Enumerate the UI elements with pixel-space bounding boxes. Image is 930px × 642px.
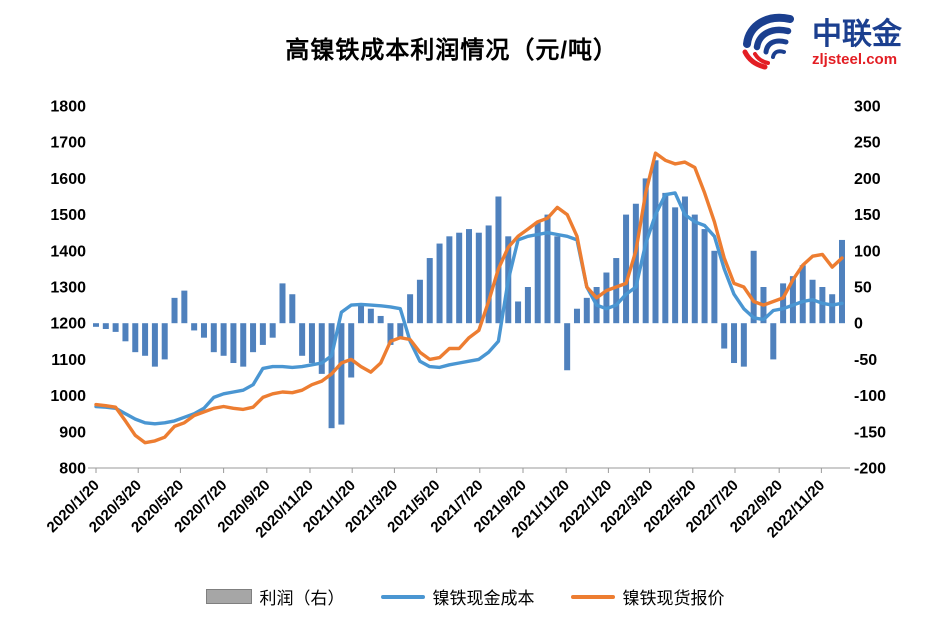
chart-legend: 利润（右） 镍铁现金成本 镍铁现货报价 [0, 584, 930, 609]
svg-text:900: 900 [59, 424, 86, 441]
legend-label-spot-price: 镍铁现货报价 [622, 589, 725, 608]
legend-label-cash-cost: 镍铁现金成本 [432, 589, 535, 608]
svg-text:0: 0 [854, 316, 863, 333]
svg-text:1000: 1000 [50, 388, 86, 405]
legend-item-cash-cost: 镍铁现金成本 [380, 584, 535, 609]
logo-name: 中联金 [812, 17, 902, 51]
svg-text:1800: 1800 [50, 99, 86, 116]
svg-text:50: 50 [854, 280, 872, 297]
svg-text:250: 250 [854, 135, 881, 152]
svg-text:1500: 1500 [50, 207, 86, 224]
cash-cost-line-swatch-icon [380, 594, 425, 599]
chart-header: 高镍铁成本利润情况（元/吨） 中联金 zljsteel.com [0, 0, 930, 92]
legend-item-profit: 利润（右） [205, 584, 345, 609]
svg-text:200: 200 [854, 171, 881, 188]
logo-url: zljsteel.com [812, 51, 898, 69]
svg-text:1300: 1300 [50, 280, 86, 297]
svg-text:-50: -50 [854, 352, 877, 369]
svg-text:-150: -150 [854, 424, 886, 441]
logo-swirl-icon [738, 12, 804, 75]
svg-text:800: 800 [59, 461, 86, 478]
legend-label-profit: 利润（右） [259, 589, 345, 608]
svg-text:1700: 1700 [50, 135, 86, 152]
brand-logo: 中联金 zljsteel.com [738, 12, 902, 75]
chart-area: 800 900 1000 1100 1200 1300 1400 1500 1600 1700 18… [0, 92, 930, 580]
svg-text:-200: -200 [854, 461, 886, 478]
svg-text:100: 100 [854, 243, 881, 260]
profit-bar-swatch-icon [205, 589, 252, 604]
page-title: 高镍铁成本利润情况（元/吨） [285, 37, 619, 64]
svg-text:150: 150 [854, 207, 881, 224]
svg-text:1200: 1200 [50, 316, 86, 333]
svg-text:1400: 1400 [50, 243, 86, 260]
spot-price-line-swatch-icon [570, 594, 615, 599]
chart-canvas: 8009001000110012001300140015001600170018… [44, 99, 887, 542]
logo-text: 中联金 zljsteel.com [812, 19, 902, 68]
svg-text:1100: 1100 [51, 352, 86, 369]
legend-item-spot-price: 镍铁现货报价 [570, 584, 725, 609]
svg-text:-100: -100 [854, 388, 886, 405]
svg-text:1600: 1600 [50, 171, 86, 188]
svg-text:300: 300 [854, 99, 881, 116]
